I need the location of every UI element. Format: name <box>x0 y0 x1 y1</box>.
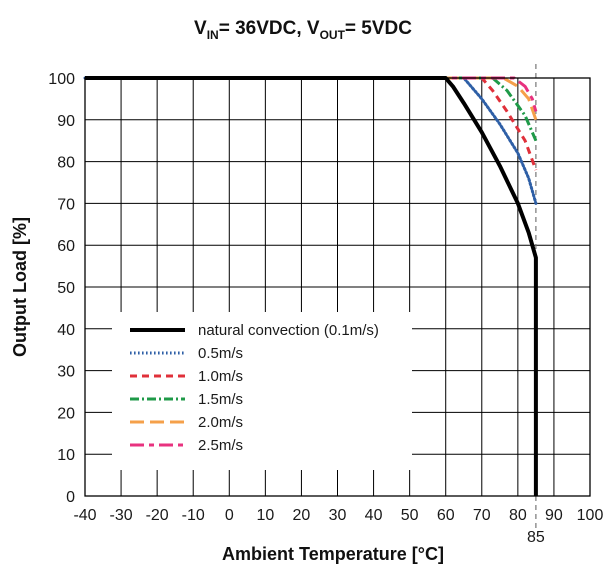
title-in-subscript: IN <box>207 28 219 42</box>
y-tick-label: 70 <box>57 196 75 213</box>
x-tick-label: 40 <box>365 507 383 524</box>
axes: -40 -30 -20 -10 0 10 20 30 40 50 60 70 80 90 100 0 10 20 3… <box>48 71 603 546</box>
series-line <box>85 76 538 112</box>
title-middle: = 36VDC, V <box>219 18 320 39</box>
y-tick-label: 20 <box>57 405 75 422</box>
x-tick-label: 60 <box>437 507 455 524</box>
x-tick-label: 20 <box>293 507 311 524</box>
legend-label: 1.5m/s <box>198 391 243 408</box>
reference-line-label: 85 <box>527 529 545 546</box>
legend-label: natural convection (0.1m/s) <box>198 322 379 339</box>
y-tick-label: 100 <box>48 71 75 88</box>
y-tick-label: 10 <box>57 447 75 464</box>
y-tick-label: 60 <box>57 238 75 255</box>
x-tick-label: 100 <box>577 507 604 524</box>
x-tick-label: 10 <box>256 507 274 524</box>
series-line <box>85 76 538 496</box>
title-tail: = 5VDC <box>345 18 412 39</box>
x-tick-label: -30 <box>110 507 133 524</box>
x-tick-label: 50 <box>401 507 419 524</box>
legend: natural convection (0.1m/s) 0.5m/s 1.0m/s 1… <box>112 312 412 470</box>
x-tick-label: 80 <box>509 507 527 524</box>
x-axis-title: Ambient Temperature [°C] <box>222 544 444 564</box>
series-line <box>85 76 538 142</box>
y-tick-label: 90 <box>57 113 75 130</box>
y-tick-label: 40 <box>57 322 75 339</box>
x-tick-label: 70 <box>473 507 491 524</box>
plot-frame <box>84 77 591 497</box>
y-tick-label: 80 <box>57 155 75 172</box>
legend-label: 2.0m/s <box>198 414 243 431</box>
legend-label: 0.5m/s <box>198 345 243 362</box>
legend-label: 2.5m/s <box>198 437 243 454</box>
x-tick-label: 90 <box>545 507 563 524</box>
legend-label: 1.0m/s <box>198 368 243 385</box>
y-tick-label: 50 <box>57 280 75 297</box>
y-axis-title: Output Load [%] <box>10 217 30 357</box>
x-tick-label: -20 <box>146 507 169 524</box>
x-tick-label: 30 <box>329 507 347 524</box>
y-tick-label: 30 <box>57 364 75 381</box>
title-out-subscript: OUT <box>320 28 346 42</box>
x-tick-label: -40 <box>73 507 96 524</box>
y-tick-label: 0 <box>66 489 75 506</box>
x-tick-label: 0 <box>225 507 234 524</box>
title-v-in: V <box>194 18 207 39</box>
x-tick-label: -10 <box>182 507 205 524</box>
chart-title: VIN= 36VDC, VOUT= 5VDC <box>194 18 412 42</box>
